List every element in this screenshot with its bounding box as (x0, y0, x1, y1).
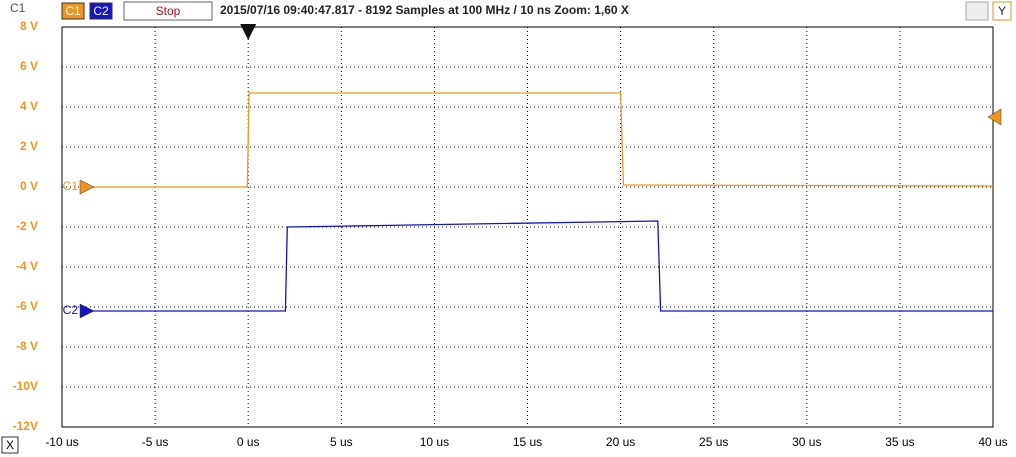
y-tick-label: -2 V (16, 219, 38, 233)
channel-marker-label: C2 (63, 303, 79, 317)
x-tick-label: 25 us (699, 435, 728, 449)
stop-label[interactable]: Stop (156, 4, 181, 18)
y-tick-label: -6 V (16, 299, 38, 313)
x-tick-label: -5 us (142, 435, 169, 449)
channel-button-label[interactable]: C1 (65, 4, 81, 18)
x-button-label[interactable]: X (6, 438, 14, 452)
x-tick-label: 20 us (606, 435, 635, 449)
x-tick-label: 10 us (420, 435, 449, 449)
channel-button[interactable] (89, 2, 113, 20)
y-tick-label: 4 V (20, 99, 38, 113)
y-tick-label: -10V (13, 379, 38, 393)
x-tick-label: 0 us (237, 435, 260, 449)
x-tick-label: 5 us (330, 435, 353, 449)
trace (86, 92, 994, 188)
x-tick-label: -10 us (45, 435, 78, 449)
channel-label: C1 (10, 1, 26, 15)
channel-marker (79, 179, 95, 195)
trigger-level-marker (987, 108, 1002, 126)
acquisition-info: 2015/07/16 09:40:47.817 - 8192 Samples a… (220, 3, 629, 17)
y-button[interactable] (992, 1, 1012, 21)
x-tick-label: 35 us (885, 435, 914, 449)
channel-marker-label: C1 (63, 179, 79, 193)
y-button-label[interactable]: Y (998, 4, 1006, 18)
channel-button[interactable] (61, 2, 85, 20)
channel-button-label[interactable]: C2 (93, 4, 109, 18)
x-button[interactable] (1, 436, 19, 454)
trigger-time-marker (240, 24, 257, 40)
y-tick-label: -12V (13, 419, 38, 433)
menu-icon[interactable] (965, 1, 989, 21)
y-tick-label: 2 V (20, 139, 38, 153)
y-tick-label: 8 V (20, 19, 38, 33)
x-tick-label: 40 us (978, 435, 1007, 449)
y-tick-label: -4 V (16, 259, 38, 273)
channel-marker (79, 303, 95, 319)
y-tick-label: 6 V (20, 59, 38, 73)
stop-button[interactable] (123, 1, 213, 21)
y-tick-label: -8 V (16, 339, 38, 353)
y-tick-label: 0 V (20, 179, 38, 193)
trace (86, 220, 993, 312)
x-tick-label: 30 us (792, 435, 821, 449)
x-tick-label: 15 us (513, 435, 542, 449)
